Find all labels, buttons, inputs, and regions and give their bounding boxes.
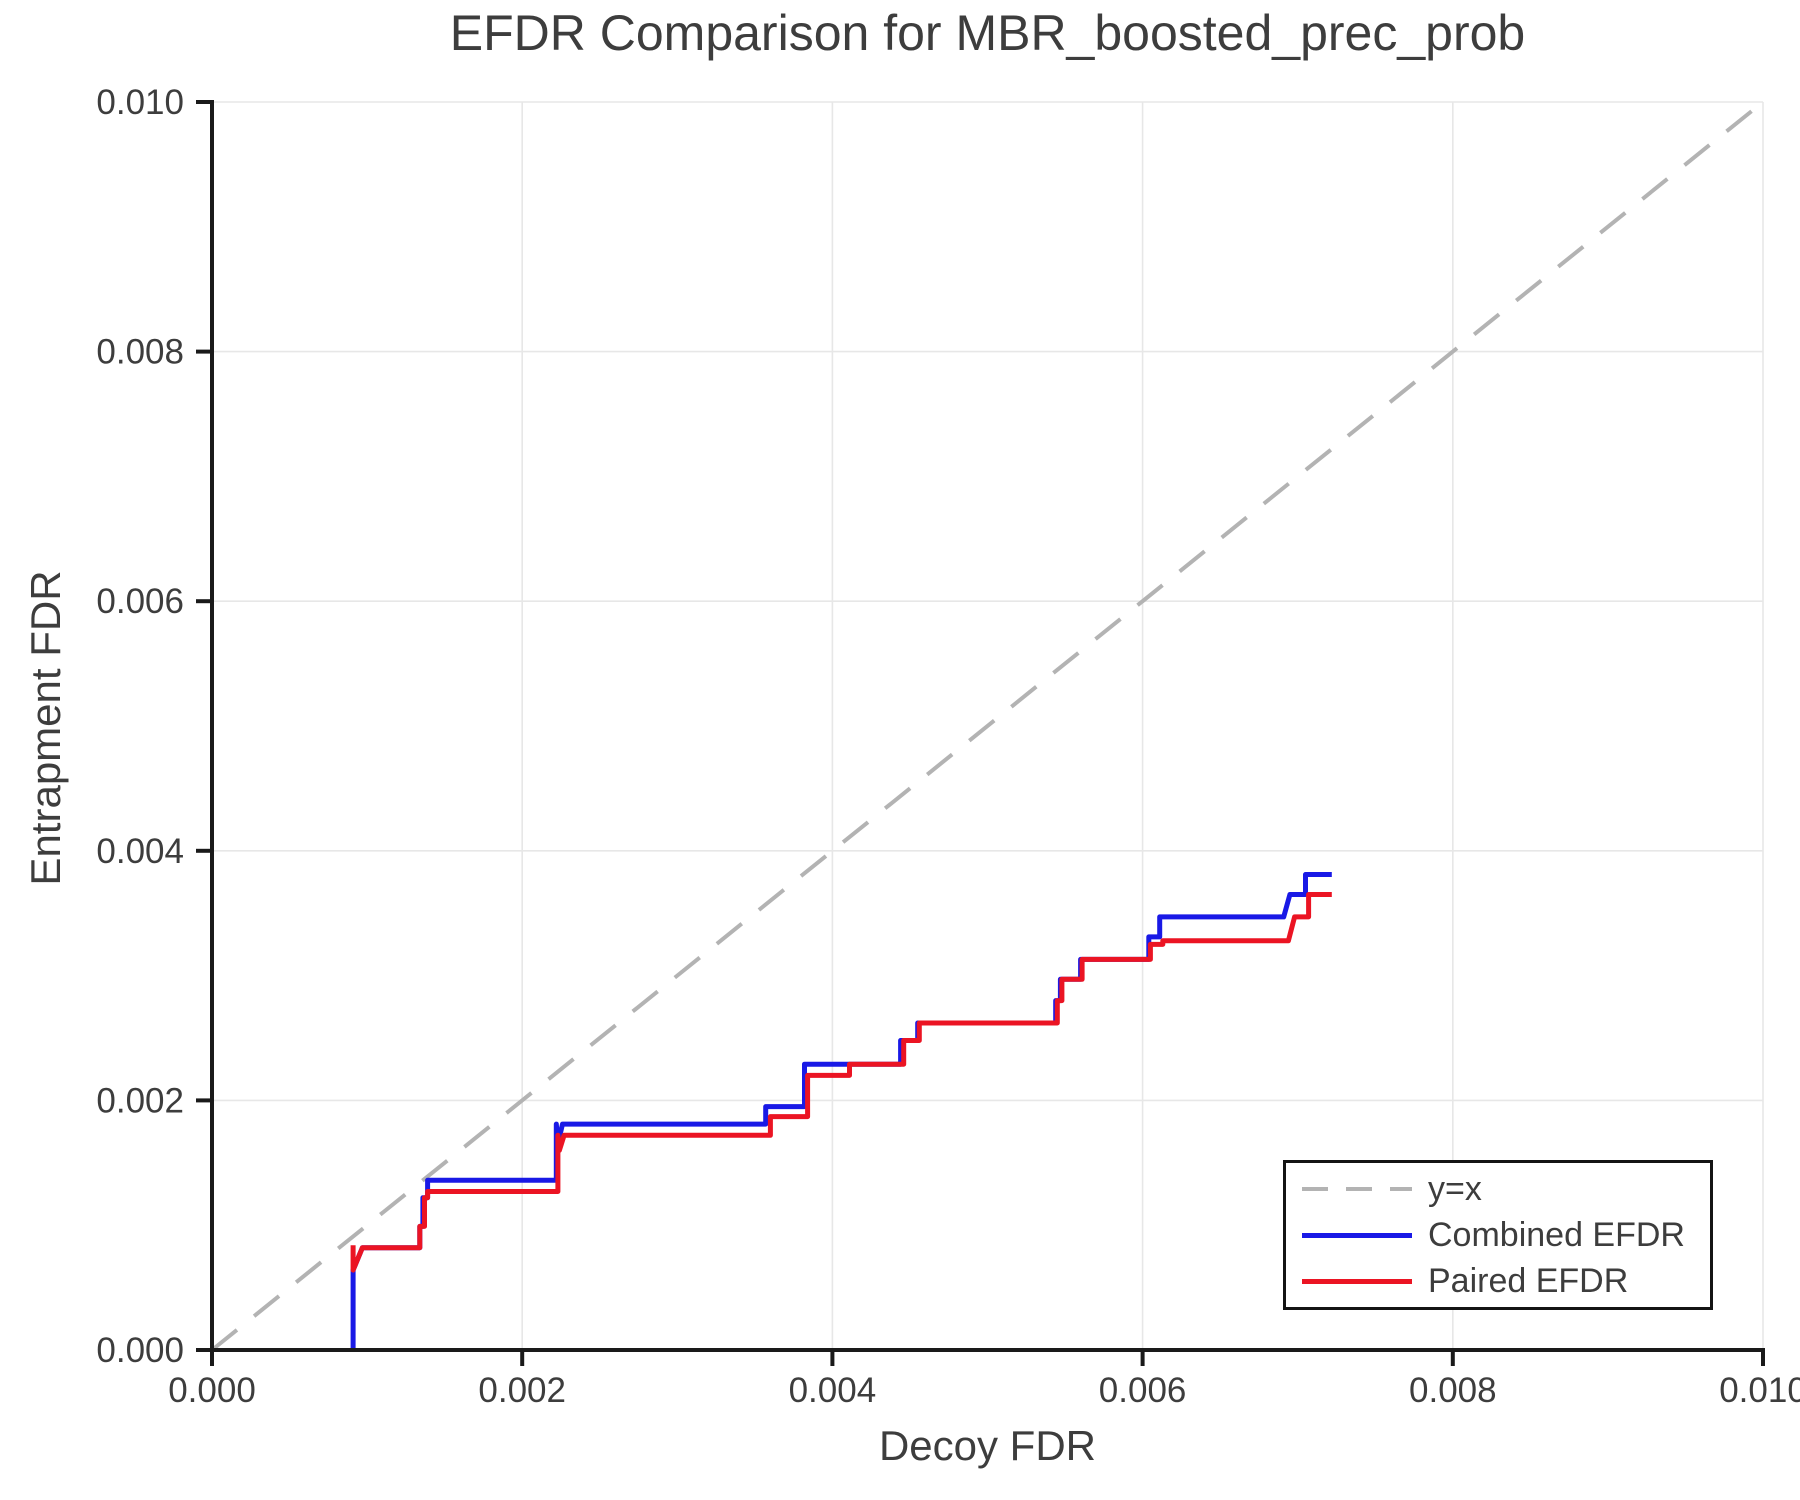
- chart-title: EFDR Comparison for MBR_boosted_prec_pro…: [449, 5, 1526, 61]
- x-tick-label: 0.010: [1719, 1371, 1800, 1410]
- legend-entry-combined-efdr: Combined EFDR: [1302, 1215, 1710, 1255]
- y-tick-label: 0.010: [96, 83, 184, 122]
- legend-label-paired-efdr: Paired EFDR: [1428, 1262, 1629, 1300]
- x-tick-label: 0.004: [789, 1371, 877, 1410]
- dashed-line-icon: [1302, 1187, 1412, 1191]
- x-tick-label: 0.006: [1099, 1371, 1187, 1410]
- x-tick-label: 0.000: [168, 1371, 256, 1410]
- series-line-combined-efdr: [350, 872, 1332, 1350]
- series-line-y-x: [210, 100, 1765, 1352]
- y-tick-label: 0.002: [96, 1081, 184, 1120]
- blue-line-icon: [1302, 1232, 1412, 1238]
- legend-entry-identity: y=x: [1302, 1169, 1710, 1209]
- legend-label-combined-efdr: Combined EFDR: [1428, 1216, 1685, 1254]
- x-tick-label: 0.002: [478, 1371, 566, 1410]
- y-tick-label: 0.006: [96, 582, 184, 621]
- red-line-icon: [1302, 1278, 1412, 1284]
- y-tick-label: 0.008: [96, 333, 184, 372]
- y-axis-label: Entrapment FDR: [22, 570, 69, 886]
- legend-entry-paired-efdr: Paired EFDR: [1302, 1261, 1710, 1301]
- x-axis-label: Decoy FDR: [878, 1422, 1097, 1469]
- x-tick-label: 0.008: [1409, 1371, 1497, 1410]
- y-tick-label: 0.000: [96, 1331, 184, 1370]
- series-line-paired-efdr: [350, 892, 1332, 1273]
- legend-label-identity: y=x: [1428, 1170, 1482, 1208]
- y-tick-label: 0.004: [96, 832, 184, 871]
- legend: y=x Combined EFDR Paired EFDR: [1283, 1160, 1713, 1310]
